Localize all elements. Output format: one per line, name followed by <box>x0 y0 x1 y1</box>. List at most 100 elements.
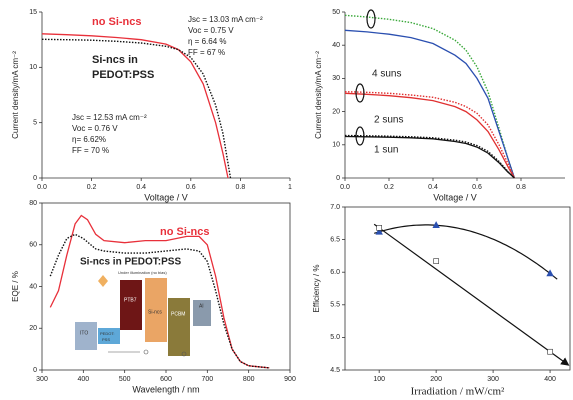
inset-layer <box>193 300 211 326</box>
annotation: Si-ncs in PEDOT:PSS <box>80 257 181 268</box>
x-tick-label: 0.0 <box>37 184 47 191</box>
annotation: Si-ncs in <box>92 54 138 66</box>
y-tick-label: 0 <box>33 175 37 182</box>
annotation: η = 6.64 % <box>188 37 226 46</box>
x-tick-label: 200 <box>430 376 442 383</box>
inset-layer <box>75 322 97 350</box>
x-tick-label: 0.2 <box>384 184 394 191</box>
annotation: PEDOT:PSS <box>92 69 154 81</box>
y-tick-label: 6.5 <box>330 236 340 243</box>
y-tick-label: 5 <box>33 120 37 127</box>
inset-electron <box>181 351 187 357</box>
y-tick-label: 7.0 <box>330 204 340 211</box>
annotation: Si-ncs <box>148 309 162 315</box>
annotation: Jsc = 13.03 mA cm⁻² <box>188 15 263 24</box>
fit-line <box>373 223 570 366</box>
y-tick-label: 20 <box>332 108 340 115</box>
x-tick-label: 700 <box>201 376 213 383</box>
x-tick-label: 0.4 <box>136 184 146 191</box>
y-axis-label: Current density/mA cm⁻² <box>314 51 323 139</box>
x-tick-label: 0.8 <box>516 184 526 191</box>
point <box>376 225 382 231</box>
annotation: 4 suns <box>372 69 401 80</box>
point <box>547 348 553 355</box>
annotation: FF = 70 % <box>72 146 109 155</box>
group-marker <box>355 83 365 103</box>
annotation: ITO <box>80 330 88 336</box>
x-tick-label: 0.4 <box>428 184 438 191</box>
series-line <box>344 134 515 179</box>
group-marker <box>366 9 376 29</box>
x-tick-label: 100 <box>373 376 385 383</box>
group-marker <box>355 126 365 146</box>
x-axis-label: Irradiation / mW/cm² <box>411 386 505 398</box>
point <box>433 258 439 264</box>
x-tick-label: 0.0 <box>340 184 350 191</box>
x-tick-label: 300 <box>36 376 48 383</box>
series-line <box>344 92 515 179</box>
annotation: Al <box>199 303 203 309</box>
series-line <box>344 14 516 179</box>
y-tick-label: 4.5 <box>330 367 340 374</box>
annotation: Jsc = 12.53 mA cm⁻² <box>72 113 147 122</box>
series-line <box>41 38 232 179</box>
y-tick-label: 30 <box>332 75 340 82</box>
x-tick-label: 800 <box>243 376 255 383</box>
x-tick-label: 0.8 <box>236 184 246 191</box>
y-axis-label: EQE / % <box>11 271 20 302</box>
x-tick-label: 0.6 <box>186 184 196 191</box>
x-axis-label: Voltage / V <box>433 192 477 202</box>
y-tick-label: 50 <box>332 9 340 16</box>
plot-frame <box>344 206 571 371</box>
annotation: PSS <box>102 337 110 342</box>
annotation: Voc = 0.75 V <box>188 26 234 35</box>
y-tick-label: 5.5 <box>330 302 340 309</box>
annotation: Voc = 0.76 V <box>72 124 118 133</box>
point <box>432 221 440 229</box>
x-tick-label: 0.6 <box>472 184 482 191</box>
x-tick-label: 600 <box>160 376 172 383</box>
annotation: 2 suns <box>374 115 403 126</box>
annotation: PEDOT: <box>100 331 114 336</box>
inset-layer <box>145 278 167 342</box>
fit-curve <box>374 224 558 280</box>
x-tick-label: 0.2 <box>87 184 97 191</box>
y-tick-label: 40 <box>332 42 340 49</box>
y-tick-label: 20 <box>29 325 37 332</box>
y-tick-label: 5.0 <box>330 334 340 341</box>
annotation: FF = 67 % <box>188 48 225 57</box>
inset-light <box>98 275 108 287</box>
y-tick-label: 40 <box>29 283 37 290</box>
y-tick-label: 15 <box>29 9 37 16</box>
y-tick-label: 0 <box>33 367 37 374</box>
point <box>375 227 383 235</box>
inset-layer <box>120 280 142 330</box>
y-tick-label: 60 <box>29 242 37 249</box>
x-tick-label: 400 <box>77 376 89 383</box>
annotation: η= 6.62% <box>72 135 106 144</box>
series-line <box>344 91 516 179</box>
annotation: 1 sun <box>374 145 398 156</box>
y-tick-label: 0 <box>336 175 340 182</box>
point <box>546 269 554 277</box>
annotation: PCBM <box>171 311 185 317</box>
x-axis-label: Voltage / V <box>144 192 188 202</box>
series-line <box>344 135 515 179</box>
x-tick-label: 1 <box>288 184 292 191</box>
x-tick-label: 500 <box>119 376 131 383</box>
x-tick-label: 400 <box>544 376 556 383</box>
series-line <box>344 29 516 179</box>
x-tick-label: 900 <box>284 376 296 383</box>
inset-electron <box>143 349 149 355</box>
annotation: PTB7 <box>124 297 137 303</box>
annotation: no Si-ncs <box>160 226 210 238</box>
inset-layer <box>168 298 190 356</box>
series-line <box>49 214 270 369</box>
x-tick-label: 300 <box>487 376 499 383</box>
y-tick-label: 80 <box>29 200 37 207</box>
y-axis-label: Efficiency / % <box>312 265 321 313</box>
inset-layer <box>98 328 120 344</box>
annotation: no Si-ncs <box>92 16 142 28</box>
y-tick-label: 6.0 <box>330 269 340 276</box>
